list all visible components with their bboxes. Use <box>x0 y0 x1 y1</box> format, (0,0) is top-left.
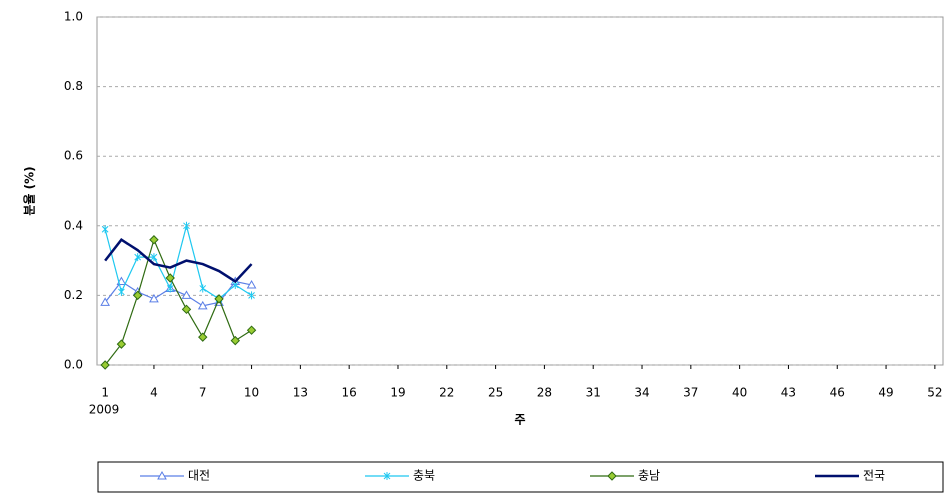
x-tick-label: 7 <box>199 386 207 400</box>
x-tick-label: 19 <box>390 386 405 400</box>
marker <box>197 300 208 310</box>
x-tick-label: 52 <box>927 386 942 400</box>
y-tick-label: 0.8 <box>64 79 83 93</box>
x-tick-label: 43 <box>781 386 796 400</box>
marker <box>181 290 192 299</box>
marker <box>116 339 127 349</box>
x-tick-label: 28 <box>537 386 552 400</box>
marker <box>214 294 224 304</box>
marker <box>230 335 240 346</box>
marker <box>199 284 207 293</box>
marker <box>134 253 142 262</box>
marker <box>100 297 110 306</box>
marker <box>150 253 158 262</box>
marker <box>157 470 167 480</box>
x-tick-label: 49 <box>878 386 893 400</box>
x-tick-label: 4 <box>150 386 158 400</box>
y-axis-label: 분율 (%) <box>23 166 37 215</box>
marker <box>383 472 391 480</box>
marker <box>246 279 257 289</box>
x-tick-label: 10 <box>244 386 259 400</box>
marker <box>101 225 109 234</box>
marker <box>118 287 125 296</box>
y-tick-label: 0.0 <box>64 358 83 372</box>
y-tick-label: 0.6 <box>64 149 83 163</box>
x-tick-label: 13 <box>293 386 308 400</box>
x-tick-label: 22 <box>439 386 454 400</box>
x-sublabel: 2009 <box>89 403 120 417</box>
x-tick-label: 37 <box>683 386 698 400</box>
legend-label: 충남 <box>638 469 660 483</box>
legend-label: 대전 <box>188 469 210 483</box>
marker <box>165 273 175 283</box>
series-line <box>104 223 252 300</box>
legend-label: 전국 <box>863 469 885 483</box>
marker <box>149 235 159 245</box>
x-axis-label: 주 <box>514 413 525 427</box>
marker <box>248 291 255 300</box>
marker <box>100 360 110 370</box>
legend-label: 충북 <box>413 469 435 483</box>
x-tick-label: 16 <box>342 386 357 400</box>
marker <box>132 290 143 301</box>
y-tick-label: 0.4 <box>64 218 83 232</box>
marker <box>607 471 617 481</box>
x-tick-label: 34 <box>634 386 649 400</box>
x-tick-label: 25 <box>488 386 503 400</box>
x-tick-label: 1 <box>101 386 109 400</box>
marker <box>183 221 190 230</box>
legend <box>97 461 944 493</box>
x-tick-label: 46 <box>830 386 845 400</box>
x-tick-label: 40 <box>732 386 747 400</box>
y-tick-label: 0.2 <box>64 288 83 302</box>
y-tick-label: 1.0 <box>64 10 83 24</box>
series-line <box>104 238 253 284</box>
series-line <box>104 237 252 366</box>
marker <box>166 284 174 293</box>
marker <box>246 325 257 335</box>
x-tick-label: 31 <box>586 386 601 400</box>
marker <box>181 304 192 315</box>
marker <box>198 332 208 342</box>
marker <box>149 293 159 303</box>
